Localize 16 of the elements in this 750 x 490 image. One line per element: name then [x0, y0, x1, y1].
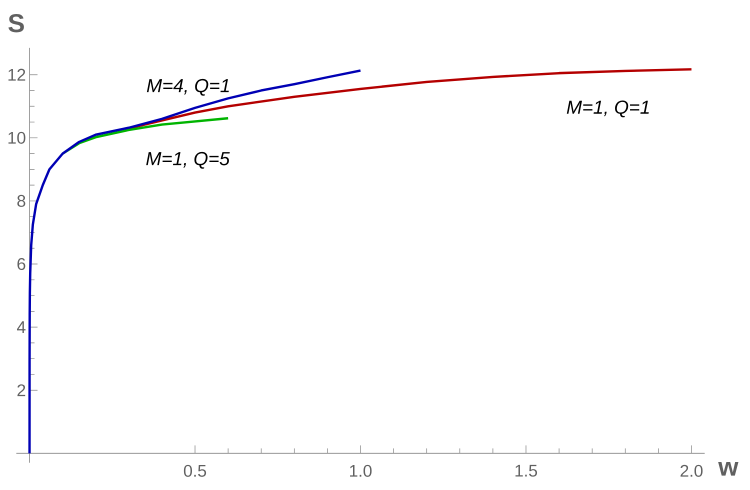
y-tick-label: 8 — [17, 194, 26, 207]
annotation: M=1, Q=1 — [566, 100, 649, 118]
x-axis-title: w — [718, 462, 738, 476]
y-tick-label: 12 — [8, 68, 26, 81]
y-axis-title: S — [8, 14, 24, 32]
x-tick-label: 0.5 — [184, 464, 206, 477]
y-tick-label: 6 — [17, 258, 26, 270]
y-tick-label: 4 — [16, 321, 26, 333]
x-tick-label: 2.0 — [680, 464, 703, 477]
y-tick-label: 2 — [17, 384, 26, 396]
y-tick-label: 10 — [8, 132, 26, 144]
line-series — [28, 69, 362, 455]
x-tick-label: 1.0 — [350, 464, 372, 477]
x-tick-label: 1.5 — [516, 464, 538, 477]
annotation: M=4, Q=1 — [146, 78, 229, 96]
annotation: M=1, Q=5 — [146, 152, 230, 169]
